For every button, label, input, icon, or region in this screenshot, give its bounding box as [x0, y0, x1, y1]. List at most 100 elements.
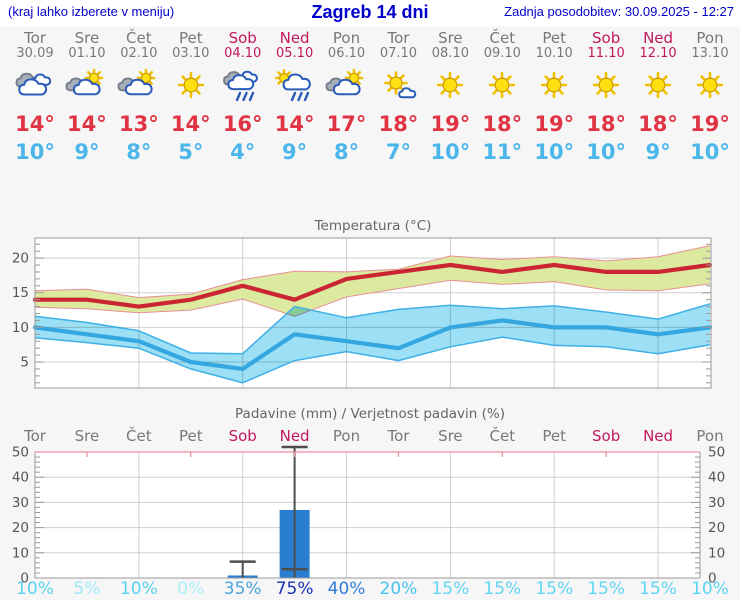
day-name: Pet [178, 29, 203, 47]
precip-probability: 15% [587, 579, 626, 599]
precip-day-label: Ned [279, 427, 310, 445]
precipitation-chart: 0 0 10 10 20 20 30 30 40 40 50 50 Padavine (mm) / Ve… [12, 406, 725, 587]
precip-day-label: Tor [24, 427, 46, 445]
day-name: Pet [542, 29, 567, 47]
precip-probability: 15% [535, 579, 574, 599]
precip-day-label: Pon [696, 427, 724, 445]
temp-max: 18° [378, 112, 419, 136]
temp-max: 18° [586, 112, 626, 136]
precip-probability: 40% [327, 579, 366, 599]
day-name: Sob [228, 29, 257, 47]
svg-text:0: 0 [20, 571, 29, 587]
precip-day-label: Pon [332, 427, 361, 445]
last-update-text: Zadnja posodobitev: 30.09.2025 - 12:27 [504, 4, 734, 19]
temp-min: 11° [482, 140, 523, 164]
temp-max: 14° [67, 112, 107, 136]
day-name: Ned [643, 29, 674, 47]
temp-min: 9° [282, 140, 308, 164]
precip-day-label: Tor [387, 427, 410, 445]
precip-probability: 15% [483, 579, 522, 599]
svg-text:40: 40 [12, 470, 29, 486]
temp-max: 14° [274, 112, 315, 136]
weather-icon-sunny [584, 69, 628, 103]
precip-day-label: Ned [643, 427, 674, 445]
day-date: 01.10 [68, 46, 106, 61]
precip-probability: 15% [639, 579, 677, 599]
day-date: 06.10 [327, 46, 366, 61]
day-name: Čet [126, 29, 152, 47]
precip-probability: 10% [16, 579, 54, 599]
precip-day-label: Sob [228, 427, 257, 445]
day-name: Sob [592, 29, 621, 47]
day-date: 30.09 [16, 46, 54, 61]
menu-hint-note: (kraj lahko izberete v meniju) [8, 4, 175, 19]
svg-text:5: 5 [20, 355, 29, 371]
precip-probability: 20% [379, 579, 418, 599]
weather-icon-sunny [532, 69, 576, 103]
temp-min: 8° [333, 140, 360, 164]
temperature-chart: 5 10 15 20 Temperatura (°C) [12, 218, 713, 389]
temp-max: 19° [430, 112, 471, 136]
precip-day-label: Čet [126, 427, 152, 445]
precip-probability: 5% [73, 579, 101, 599]
precip-probability: 10% [691, 579, 729, 599]
precip-day-label: Sre [438, 427, 463, 445]
temp-min: 10° [430, 140, 471, 164]
day-name: Čet [489, 29, 516, 47]
day-name: Pon [696, 29, 724, 47]
precip-probability: 10% [119, 579, 158, 599]
temp-max: 19° [534, 112, 575, 136]
day-date: 09.10 [483, 46, 521, 61]
temp-min: 10° [534, 140, 575, 164]
svg-text:10: 10 [12, 545, 29, 561]
precip-day-label: Sob [592, 427, 621, 445]
svg-text:10: 10 [12, 320, 29, 336]
day-name: Sre [438, 29, 463, 47]
weather-icon-cloudy [13, 69, 57, 103]
day-name: Sre [74, 29, 100, 47]
weather-icon-sun-rain [273, 69, 317, 103]
temp-min: 10° [15, 140, 55, 164]
precip-probability: 75% [275, 579, 314, 599]
svg-text:0: 0 [708, 571, 717, 587]
day-date: 03.10 [172, 46, 210, 61]
temp-max: 17° [326, 112, 367, 136]
svg-text:40: 40 [708, 470, 725, 486]
svg-text:15: 15 [12, 285, 29, 301]
weather-icon-sunny [169, 69, 213, 103]
temp-min: 7° [385, 140, 412, 164]
day-date: 05.10 [276, 46, 314, 61]
temp-min: 8° [126, 140, 152, 164]
page-title: Zagreb 14 dni [311, 2, 429, 22]
temp-max: 14° [170, 112, 211, 136]
svg-text:50: 50 [708, 445, 725, 461]
day-date: 07.10 [379, 46, 418, 61]
precip-probability: 0% [177, 579, 205, 599]
temp-min: 4° [230, 140, 256, 164]
svg-text:30: 30 [12, 495, 29, 511]
svg-text:30: 30 [708, 495, 725, 511]
weather-icon-sun-cloud [117, 69, 161, 103]
day-name: Pon [332, 29, 361, 47]
weather-icon-sunny [428, 69, 472, 103]
day-name: Ned [279, 29, 310, 47]
temperature-chart-title: Temperatura (°C) [314, 218, 432, 234]
temp-max: 18° [482, 112, 523, 136]
temp-min: 5° [178, 140, 204, 164]
weather-icon-sun-cloud [65, 69, 109, 103]
svg-text:20: 20 [12, 251, 29, 267]
svg-text:20: 20 [12, 520, 29, 536]
day-name: Tor [24, 29, 46, 47]
precip-whisker [229, 560, 256, 578]
temp-max: 14° [15, 112, 55, 136]
weather-icon-sunny [688, 69, 732, 103]
day-date: 10.10 [535, 46, 573, 61]
day-date: 08.10 [431, 46, 469, 61]
weather-icon-sunny [480, 69, 524, 103]
weather-icon-rain-clouds [221, 69, 265, 103]
precip-whisker [281, 445, 308, 578]
svg-text:50: 50 [12, 445, 29, 461]
svg-text:20: 20 [708, 520, 725, 536]
precip-probability: 35% [223, 579, 262, 599]
